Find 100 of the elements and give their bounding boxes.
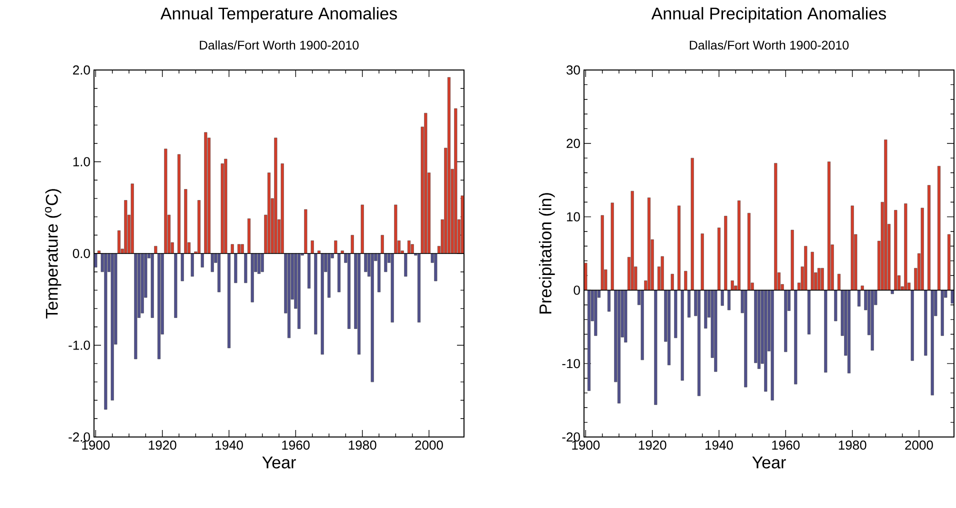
- bar: [410, 244, 414, 254]
- bar: [244, 253, 248, 283]
- bar: [237, 244, 241, 254]
- bar: [600, 215, 604, 290]
- bar: [117, 230, 121, 254]
- bar: [910, 290, 914, 361]
- bar: [460, 196, 464, 254]
- bar: [227, 253, 231, 348]
- bar: [157, 253, 161, 360]
- bar: [190, 253, 194, 277]
- x-tick-label: 1980: [348, 440, 376, 450]
- y-axis-title: Precipitation (in): [538, 193, 555, 314]
- chart-subtitle: Dallas/Fort Worth 1900-2010: [200, 40, 359, 50]
- bar: [717, 228, 721, 290]
- bar: [687, 290, 691, 318]
- bar: [404, 253, 408, 277]
- bar: [210, 253, 214, 272]
- bar: [677, 206, 681, 290]
- bar: [947, 234, 951, 290]
- bar: [940, 290, 944, 336]
- bar: [610, 202, 614, 290]
- bar: [774, 163, 778, 290]
- y-tick-label: 2.0: [73, 65, 90, 75]
- bar: [177, 154, 181, 254]
- bar: [134, 253, 138, 360]
- bar: [697, 290, 701, 396]
- bar: [757, 290, 761, 369]
- bar: [357, 253, 361, 355]
- bar: [307, 253, 311, 289]
- bar: [714, 290, 718, 372]
- bar: [394, 204, 398, 254]
- bar: [930, 290, 934, 396]
- bar: [104, 253, 108, 410]
- bar: [784, 290, 788, 352]
- chart-title: Annual Temperature Anomalies: [160, 7, 397, 23]
- chart-subtitle: Dallas/Fort Worth 1900-2010: [690, 40, 849, 50]
- bar: [380, 234, 384, 254]
- bar: [197, 200, 201, 254]
- bar: [704, 290, 708, 329]
- bar: [684, 270, 688, 290]
- bar: [260, 253, 264, 272]
- bar: [110, 253, 114, 400]
- bar: [737, 200, 741, 290]
- bar: [920, 208, 924, 290]
- bar: [827, 162, 831, 290]
- bar: [670, 274, 674, 290]
- y-axis-title: Temperature ($^{o}$C): [45, 189, 62, 319]
- bar: [130, 184, 134, 254]
- bar: [154, 246, 158, 254]
- bar: [180, 253, 184, 282]
- bar: [870, 290, 874, 351]
- y-tick-label: 10: [567, 212, 580, 222]
- bar: [950, 290, 954, 304]
- y-tick-label: -10: [562, 358, 580, 368]
- bar: [94, 253, 98, 268]
- bar: [434, 253, 438, 282]
- bar: [850, 206, 854, 290]
- bar: [287, 253, 291, 338]
- bar: [274, 138, 278, 254]
- bar: [340, 250, 344, 254]
- bar: [584, 262, 588, 290]
- bar: [204, 132, 208, 254]
- bar: [337, 253, 341, 292]
- bar: [890, 290, 894, 294]
- bar: [837, 274, 841, 290]
- bar: [727, 290, 731, 310]
- y-tick-label: 0.0: [72, 248, 90, 258]
- bar: [594, 290, 598, 336]
- bar: [257, 253, 261, 274]
- bar: [640, 290, 644, 360]
- bar: [834, 290, 838, 322]
- x-tick-label: 2000: [905, 440, 933, 450]
- bar: [124, 200, 128, 254]
- bar: [744, 290, 748, 388]
- y-tick-label: -2.0: [68, 432, 90, 442]
- bar: [304, 209, 308, 254]
- y-tick-label: -20: [562, 432, 580, 442]
- bar: [647, 198, 651, 290]
- x-tick-label: 1960: [772, 440, 800, 450]
- bar: [674, 290, 678, 338]
- bar: [820, 268, 824, 290]
- bar: [280, 163, 284, 254]
- bar: [320, 253, 324, 355]
- bar: [360, 204, 364, 254]
- bar: [587, 290, 591, 391]
- bar: [927, 185, 931, 290]
- bar: [347, 253, 351, 329]
- x-tick-label: 1900: [82, 440, 110, 450]
- bar: [624, 290, 628, 342]
- bar: [617, 290, 621, 404]
- bar: [807, 290, 811, 334]
- bar: [384, 253, 388, 272]
- bar: [937, 166, 941, 290]
- bar: [804, 246, 808, 290]
- bar: [817, 268, 821, 290]
- bar: [424, 112, 428, 254]
- bar: [730, 280, 734, 290]
- x-tick-label: 1960: [282, 440, 310, 450]
- bar: [884, 140, 888, 290]
- x-tick-label: 1900: [572, 440, 600, 450]
